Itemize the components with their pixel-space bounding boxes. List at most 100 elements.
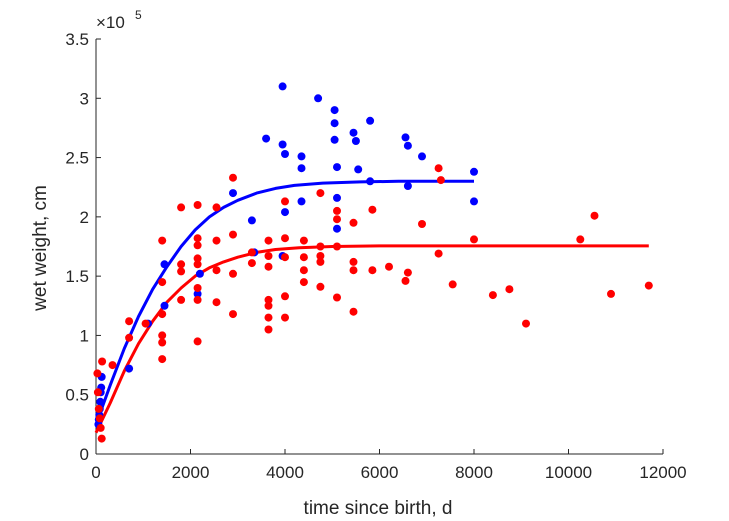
data-point-2 xyxy=(316,189,325,198)
data-point-2 xyxy=(316,242,325,251)
y-exponent-base: ×10 xyxy=(96,13,125,32)
data-point-2 xyxy=(177,267,186,276)
data-point-2 xyxy=(158,355,167,364)
data-point-2 xyxy=(281,313,289,322)
data-point-2 xyxy=(141,319,150,328)
data-point-2 xyxy=(125,333,134,342)
data-point-2 xyxy=(281,234,289,243)
data-point-1 xyxy=(278,82,287,91)
data-point-1 xyxy=(96,397,105,406)
data-point-1 xyxy=(281,208,289,217)
data-point-2 xyxy=(158,310,167,319)
data-point-2 xyxy=(212,266,221,275)
y-tick-label: 1.5 xyxy=(65,267,89,286)
data-point-2 xyxy=(158,236,167,245)
data-point-1 xyxy=(160,260,169,269)
data-point-2 xyxy=(193,234,202,243)
tick-labels: 0 2000 4000 6000 8000 10000 12000 0 0.5 1 1.5 2 2.5 3… xyxy=(65,30,686,482)
data-point-2 xyxy=(418,220,426,228)
data-point-2 xyxy=(229,310,237,319)
data-point-2 xyxy=(333,242,341,251)
data-point-1 xyxy=(333,224,341,233)
data-point-1 xyxy=(401,133,410,142)
data-point-2 xyxy=(264,252,273,260)
data-point-2 xyxy=(212,203,221,212)
data-point-2 xyxy=(247,248,256,257)
data-point-2 xyxy=(522,319,530,328)
data-point-1 xyxy=(330,119,339,128)
data-point-2 xyxy=(368,266,377,275)
data-point-2 xyxy=(264,295,273,304)
data-point-1 xyxy=(262,134,271,143)
data-point-2 xyxy=(434,164,443,173)
y-tick-label: 2.5 xyxy=(65,149,89,168)
data-point-2 xyxy=(316,257,325,266)
data-point-2 xyxy=(488,291,497,300)
data-point-2 xyxy=(349,266,358,275)
data-point-2 xyxy=(436,176,445,185)
y-tick-label: 0.5 xyxy=(65,386,89,405)
data-point-2 xyxy=(94,404,103,413)
x-tick-label: 10000 xyxy=(545,463,592,482)
y-tick-label: 3.5 xyxy=(65,30,89,49)
data-point-2 xyxy=(264,325,273,334)
data-point-2 xyxy=(281,292,289,301)
x-axis-label: time since birth, d xyxy=(304,498,453,519)
data-point-2 xyxy=(434,249,443,258)
data-point-2 xyxy=(299,278,308,287)
data-point-2 xyxy=(229,173,237,182)
data-point-1 xyxy=(247,216,256,225)
y-tick-label: 1 xyxy=(80,326,89,345)
data-point-2 xyxy=(193,295,202,304)
data-point-2 xyxy=(281,253,289,262)
data-point-2 xyxy=(229,230,237,239)
y-exponent-power: 5 xyxy=(135,8,142,22)
data-point-1 xyxy=(229,189,237,198)
data-point-2 xyxy=(385,262,393,271)
data-point-2 xyxy=(212,298,221,307)
data-point-2 xyxy=(401,276,410,285)
data-point-1 xyxy=(160,301,169,310)
data-point-2 xyxy=(212,236,221,245)
data-point-2 xyxy=(193,241,202,250)
data-point-2 xyxy=(177,260,186,269)
data-point-2 xyxy=(368,205,377,214)
data-point-1 xyxy=(297,197,306,206)
data-point-2 xyxy=(158,338,167,347)
y-tick-label: 2 xyxy=(80,208,89,227)
data-point-2 xyxy=(158,331,167,340)
data-point-1 xyxy=(278,140,287,149)
data-point-2 xyxy=(93,388,102,397)
data-point-2 xyxy=(108,361,117,370)
data-point-2 xyxy=(349,218,358,227)
data-point-2 xyxy=(96,423,105,432)
scatter-points xyxy=(93,82,653,443)
data-point-1 xyxy=(366,116,375,125)
data-point-2 xyxy=(177,295,186,304)
data-point-2 xyxy=(576,235,585,244)
data-point-2 xyxy=(95,414,104,423)
data-point-1 xyxy=(351,137,360,145)
data-point-1 xyxy=(403,182,412,190)
data-point-2 xyxy=(193,201,202,209)
data-point-2 xyxy=(403,268,412,277)
data-point-2 xyxy=(349,257,358,266)
y-axis-label: wet weight, cm xyxy=(30,185,51,312)
y-tick-label: 3 xyxy=(80,89,89,108)
data-point-1 xyxy=(418,152,426,161)
data-point-1 xyxy=(354,165,363,174)
data-point-2 xyxy=(505,285,514,294)
data-point-1 xyxy=(349,128,358,137)
data-point-2 xyxy=(281,197,289,206)
data-point-1 xyxy=(470,167,478,176)
data-point-2 xyxy=(299,236,308,245)
data-point-2 xyxy=(264,262,273,271)
data-point-2 xyxy=(177,203,186,212)
data-point-2 xyxy=(644,281,653,290)
data-point-2 xyxy=(193,260,202,269)
data-point-1 xyxy=(330,106,339,115)
data-point-2 xyxy=(316,282,325,291)
data-point-2 xyxy=(316,252,325,260)
data-point-2 xyxy=(349,307,358,316)
